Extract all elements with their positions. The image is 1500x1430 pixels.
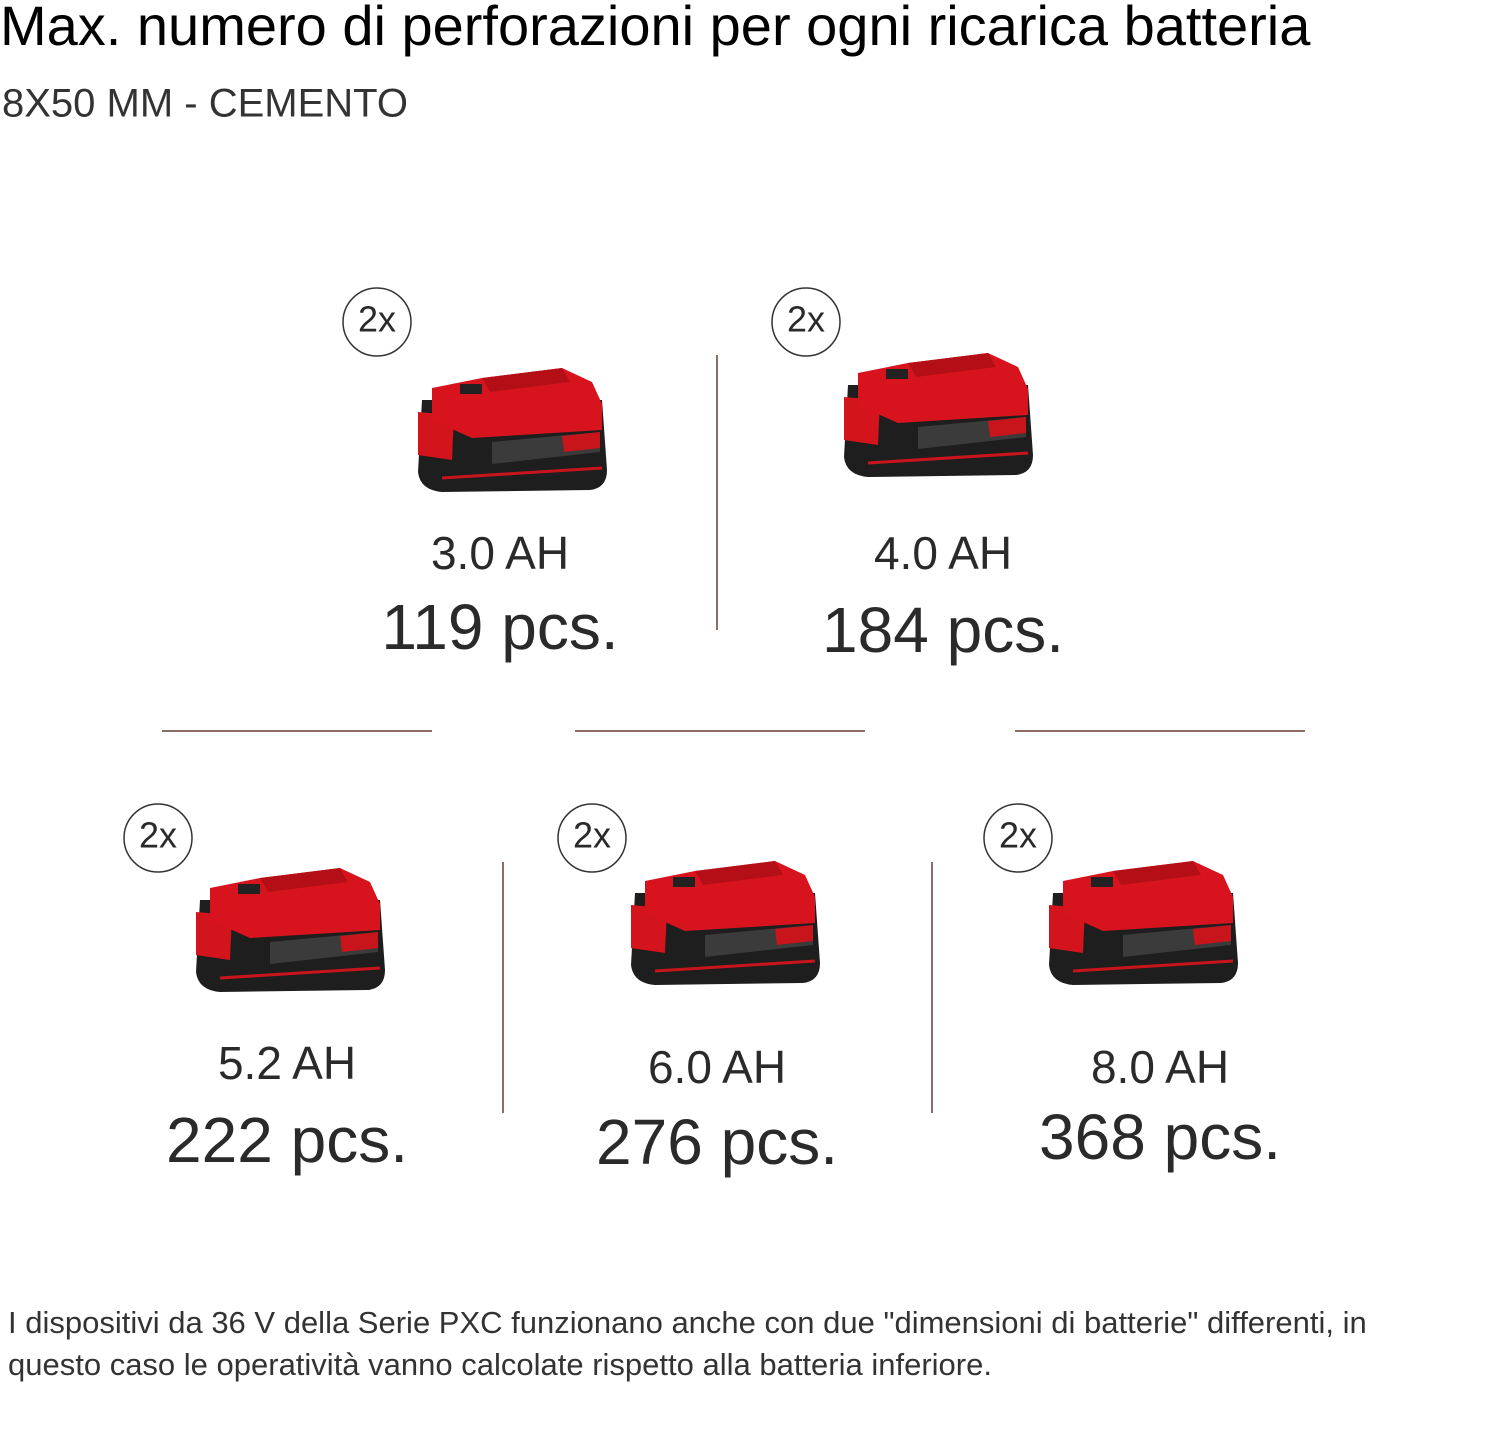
badge-circle xyxy=(123,803,193,873)
battery-image xyxy=(842,351,1035,479)
count: 184 pcs. xyxy=(822,594,1064,666)
capacity: 6.0 AH xyxy=(648,1041,786,1093)
battery-image xyxy=(194,866,387,994)
count: 276 pcs. xyxy=(596,1106,838,1178)
subtitle: 8X50 MM - CEMENTO xyxy=(2,82,408,126)
badge: 2x xyxy=(358,299,396,340)
battery-image xyxy=(416,366,609,494)
capacity: 3.0 AH xyxy=(431,527,569,579)
battery-image xyxy=(629,859,822,987)
badge-circle xyxy=(983,803,1053,873)
dividers xyxy=(162,355,1305,1113)
count: 119 pcs. xyxy=(381,591,618,663)
battery-image xyxy=(1047,859,1240,987)
capacity: 4.0 AH xyxy=(874,527,1012,579)
badge-circle xyxy=(771,287,841,357)
badge: 2x xyxy=(999,815,1037,856)
capacity: 5.2 AH xyxy=(218,1037,356,1089)
title: Max. numero di perforazioni per ogni ric… xyxy=(0,0,1311,57)
badge-circle xyxy=(342,287,412,357)
badge: 2x xyxy=(573,815,611,856)
footer-note: I dispositivi da 36 V della Serie PXC fu… xyxy=(8,1305,1367,1382)
capacity: 8.0 AH xyxy=(1091,1041,1229,1093)
count: 368 pcs. xyxy=(1039,1101,1281,1173)
battery-list: 2x 3.0 AH 119 pcs. 2x 4.0 AH 184 pcs. 2x 5.2 AH… xyxy=(123,287,1281,1178)
count: 222 pcs. xyxy=(166,1104,408,1176)
badge: 2x xyxy=(787,299,825,340)
infographic: Max. numero di perforazioni per ogni ric… xyxy=(0,0,1311,1178)
badge: 2x xyxy=(139,815,177,856)
badge-circle xyxy=(557,803,627,873)
